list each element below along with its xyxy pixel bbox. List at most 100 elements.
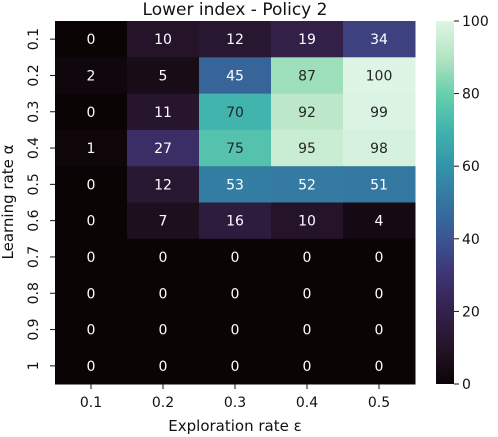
y-tick-label: 1 bbox=[26, 361, 42, 370]
cell-value-label: 99 bbox=[370, 105, 388, 121]
cell-value-label: 2 bbox=[87, 68, 96, 84]
cell-value-label: 19 bbox=[298, 32, 316, 48]
cell-value-label: 87 bbox=[298, 68, 316, 84]
cell-value-label: 0 bbox=[87, 105, 96, 121]
cell-value-label: 75 bbox=[226, 141, 244, 157]
colorbar-tick-label: 20 bbox=[462, 304, 480, 320]
cell-value-label: 45 bbox=[226, 68, 244, 84]
cell-value-label: 52 bbox=[298, 177, 316, 193]
y-tick-label: 0.1 bbox=[26, 28, 42, 50]
heatmap-cell bbox=[55, 129, 128, 167]
heatmap-cell bbox=[343, 57, 416, 95]
cell-value-label: 0 bbox=[375, 250, 384, 266]
heatmap-cell bbox=[199, 57, 272, 95]
cell-value-label: 92 bbox=[298, 105, 316, 121]
cell-value-label: 7 bbox=[159, 214, 168, 230]
heatmap-cell bbox=[127, 311, 200, 349]
cell-value-label: 0 bbox=[87, 323, 96, 339]
heatmap-cell bbox=[271, 347, 344, 385]
heatmap-cell bbox=[343, 275, 416, 312]
x-tick-label: 0.4 bbox=[296, 395, 318, 411]
cell-value-label: 27 bbox=[154, 141, 172, 157]
cell-value-label: 0 bbox=[231, 250, 240, 266]
heatmap-cell bbox=[55, 238, 128, 276]
cell-value-label: 16 bbox=[226, 214, 244, 230]
heatmap-cell bbox=[55, 166, 128, 203]
cell-value-label: 0 bbox=[87, 214, 96, 230]
heatmap-cell bbox=[199, 93, 272, 131]
cell-value-label: 0 bbox=[303, 359, 312, 375]
colorbar-tick-label: 100 bbox=[462, 14, 489, 30]
cell-value-label: 0 bbox=[375, 323, 384, 339]
heatmap-cell bbox=[127, 21, 200, 58]
cell-value-label: 0 bbox=[375, 359, 384, 375]
heatmap-cell bbox=[199, 166, 272, 203]
cell-value-label: 5 bbox=[159, 68, 168, 84]
y-axis-ticks: 0.1 0.2 0.3 0.4 0.5 0.6 0.7 0.8 0.9 1 bbox=[26, 28, 55, 370]
cell-value-label: 12 bbox=[226, 32, 244, 48]
heatmap-cell bbox=[127, 129, 200, 167]
heatmap-cell bbox=[127, 238, 200, 276]
heatmap-cell bbox=[271, 202, 344, 240]
heatmap-cell bbox=[343, 202, 416, 240]
heatmap-cell bbox=[55, 202, 128, 240]
heatmap-cell bbox=[199, 129, 272, 167]
colorbar-tick-label: 80 bbox=[462, 87, 480, 103]
cell-value-label: 0 bbox=[159, 250, 168, 266]
heatmap-cell bbox=[127, 202, 200, 240]
cell-value-label: 0 bbox=[159, 286, 168, 302]
heatmap-cell bbox=[55, 21, 128, 58]
heatmap-cell bbox=[343, 347, 416, 385]
heatmap-cell bbox=[127, 347, 200, 385]
colorbar bbox=[436, 21, 454, 384]
heatmap-cell bbox=[127, 93, 200, 131]
heatmap-cell bbox=[55, 275, 128, 312]
cell-value-label: 1 bbox=[87, 141, 96, 157]
y-tick-label: 0.4 bbox=[26, 137, 42, 159]
heatmap-cell bbox=[271, 57, 344, 95]
colorbar-tick-label: 40 bbox=[462, 232, 480, 248]
cell-value-label: 70 bbox=[226, 105, 244, 121]
y-axis-label: Learning rate α bbox=[0, 144, 17, 259]
cell-value-label: 0 bbox=[231, 359, 240, 375]
heatmap-cell bbox=[127, 275, 200, 312]
heatmap-cell bbox=[199, 347, 272, 385]
cell-value-label: 0 bbox=[87, 359, 96, 375]
heatmap-cells bbox=[55, 21, 416, 385]
cell-value-label: 0 bbox=[87, 286, 96, 302]
y-tick-label: 0.6 bbox=[26, 209, 42, 231]
y-tick-label: 0.2 bbox=[26, 64, 42, 86]
cell-value-label: 0 bbox=[303, 323, 312, 339]
cell-value-label: 98 bbox=[370, 141, 388, 157]
cell-value-label: 0 bbox=[303, 250, 312, 266]
heatmap-cell bbox=[55, 93, 128, 131]
cell-value-label: 0 bbox=[87, 177, 96, 193]
cell-value-label: 0 bbox=[159, 359, 168, 375]
heatmap-cell bbox=[199, 238, 272, 276]
x-tick-label: 0.1 bbox=[80, 395, 102, 411]
heatmap-cell bbox=[271, 93, 344, 131]
cell-value-label: 0 bbox=[231, 286, 240, 302]
cell-value-label: 0 bbox=[87, 250, 96, 266]
heatmap-cell bbox=[343, 129, 416, 167]
cell-value-label: 51 bbox=[370, 177, 388, 193]
cell-value-label: 10 bbox=[154, 32, 172, 48]
heatmap-cell bbox=[55, 347, 128, 385]
heatmap-cell bbox=[199, 311, 272, 349]
heatmap-cell bbox=[127, 57, 200, 95]
cell-value-label: 95 bbox=[298, 141, 316, 157]
heatmap-cell bbox=[271, 21, 344, 58]
colorbar-tick-label: 60 bbox=[462, 159, 480, 175]
y-tick-label: 0.9 bbox=[26, 318, 42, 340]
heatmap-cell bbox=[271, 311, 344, 349]
heatmap-cell bbox=[343, 21, 416, 58]
y-tick-label: 0.8 bbox=[26, 282, 42, 304]
x-axis-ticks: 0.1 0.2 0.3 0.4 0.5 bbox=[80, 384, 390, 411]
x-tick-label: 0.3 bbox=[224, 395, 246, 411]
heatmap-cell bbox=[199, 275, 272, 312]
heatmap-cell bbox=[271, 238, 344, 276]
heatmap-cell bbox=[55, 311, 128, 349]
x-tick-label: 0.2 bbox=[152, 395, 174, 411]
x-axis-label: Exploration rate ε bbox=[168, 417, 301, 435]
